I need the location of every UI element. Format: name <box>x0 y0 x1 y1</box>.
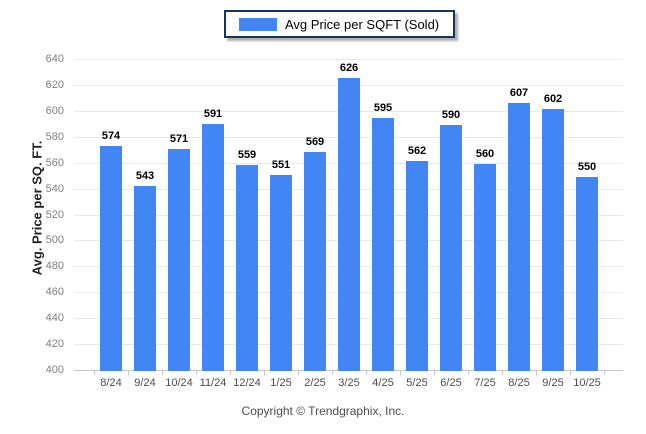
xtick-label-10/25: 10/25 <box>573 377 601 389</box>
bar-11/24 <box>202 123 224 371</box>
bar-slot-3/25: 626 <box>332 60 366 371</box>
x-axis-tick-1 <box>128 371 129 375</box>
xtick-label-12/24: 12/24 <box>233 377 261 389</box>
xtick-label-9/25: 9/25 <box>542 377 564 389</box>
bar-10/25 <box>576 176 598 371</box>
bar-8/25 <box>508 102 530 371</box>
bar-slot-1/25: 551 <box>264 60 298 371</box>
bar-value-label-12/24: 559 <box>237 148 257 161</box>
ytick-label-420: 420 <box>45 338 64 351</box>
x-axis-tick-9 <box>400 371 401 375</box>
bar-3/25 <box>338 78 360 371</box>
x-axis-tick-7 <box>332 371 333 375</box>
bar-value-label-8/25: 607 <box>509 86 529 99</box>
x-axis-tick-4 <box>230 371 231 375</box>
xtick-label-1/25: 1/25 <box>270 377 292 389</box>
bar-value-label-1/25: 551 <box>271 159 291 172</box>
bar-1/25 <box>270 175 292 371</box>
x-axis-tick-2 <box>162 371 163 375</box>
bar-value-label-2/25: 569 <box>305 136 325 149</box>
xtick-label-8/25: 8/25 <box>508 377 530 389</box>
xtick-label-8/24: 8/24 <box>100 377 122 389</box>
bar-slot-8/25: 607 <box>502 60 536 371</box>
bar-7/25 <box>474 163 496 371</box>
bar-10/24 <box>168 149 190 371</box>
bar-slot-11/24: 591 <box>196 60 230 371</box>
x-axis-tick-5 <box>264 371 265 375</box>
x-axis-tick-11 <box>468 371 469 375</box>
bar-9/25 <box>542 109 564 371</box>
legend-label: Avg Price per SQFT (Sold) <box>285 16 440 32</box>
copyright-text: Copyright © Trendgraphix, Inc. <box>241 404 405 418</box>
bar-5/25 <box>406 161 428 371</box>
ytick-label-500: 500 <box>45 234 64 247</box>
bar-slot-9/25: 602 <box>536 60 570 371</box>
bar-value-label-10/25: 550 <box>577 160 597 173</box>
bar-9/24 <box>134 185 156 371</box>
y-axis: 400 420 440 460 480 500 520 540 560 580 600 620 640 <box>0 54 64 376</box>
x-axis-tick-10 <box>434 371 435 375</box>
bar-slot-5/25: 562 <box>400 60 434 371</box>
ytick-label-580: 580 <box>45 130 64 143</box>
bar-slot-4/25: 595 <box>366 60 400 371</box>
bar-value-label-8/24: 574 <box>101 129 121 142</box>
ytick-label-440: 440 <box>45 312 64 325</box>
x-axis-tick-13 <box>536 371 537 375</box>
bar-slot-7/25: 560 <box>468 60 502 371</box>
bar-slot-10/25: 550 <box>570 60 604 371</box>
bar-slot-9/24: 543 <box>128 60 162 371</box>
xtick-label-2/25: 2/25 <box>304 377 326 389</box>
bar-slot-8/24: 574 <box>94 60 128 371</box>
x-axis-tick-8 <box>366 371 367 375</box>
bar-value-label-10/24: 571 <box>169 133 189 146</box>
bar-2/25 <box>304 152 326 371</box>
bar-slot-12/24: 559 <box>230 60 264 371</box>
gridline-640 <box>74 59 623 60</box>
xtick-label-10/24: 10/24 <box>165 377 193 389</box>
bar-slot-10/24: 571 <box>162 60 196 371</box>
ytick-label-540: 540 <box>45 182 64 195</box>
bar-value-label-9/25: 602 <box>543 93 563 106</box>
bar-value-label-3/25: 626 <box>339 62 359 75</box>
bar-6/25 <box>440 124 462 371</box>
xtick-label-5/25: 5/25 <box>406 377 428 389</box>
bar-value-label-4/25: 595 <box>373 102 393 115</box>
x-axis-tick-0 <box>94 371 95 375</box>
x-axis-tick-15 <box>604 371 605 375</box>
ytick-label-640: 640 <box>45 53 64 65</box>
bar-value-label-7/25: 560 <box>475 147 495 160</box>
legend: Avg Price per SQFT (Sold) <box>224 10 456 38</box>
x-axis-tick-3 <box>196 371 197 375</box>
xtick-label-6/25: 6/25 <box>440 377 462 389</box>
bar-12/24 <box>236 164 258 371</box>
bar-slot-2/25: 569 <box>298 60 332 371</box>
ytick-label-560: 560 <box>45 156 64 169</box>
x-axis-tick-14 <box>570 371 571 375</box>
bar-4/25 <box>372 118 394 371</box>
x-axis-labels: 8/24 9/24 10/24 11/24 12/24 1/25 2/25 3/25 4/25 5… <box>94 377 604 389</box>
bar-slot-6/25: 590 <box>434 60 468 371</box>
ytick-label-460: 460 <box>45 286 64 299</box>
xtick-label-4/25: 4/25 <box>372 377 394 389</box>
ytick-label-400: 400 <box>45 364 64 376</box>
bar-value-label-11/24: 591 <box>203 107 223 120</box>
xtick-label-9/24: 9/24 <box>134 377 156 389</box>
ytick-label-620: 620 <box>45 78 64 91</box>
xtick-label-11/24: 11/24 <box>199 377 227 389</box>
ytick-label-520: 520 <box>45 208 64 221</box>
ytick-label-480: 480 <box>45 260 64 273</box>
bar-value-label-6/25: 590 <box>441 108 461 121</box>
bar-value-label-5/25: 562 <box>407 145 427 158</box>
bar-8/24 <box>100 145 122 371</box>
xtick-label-7/25: 7/25 <box>474 377 496 389</box>
xtick-label-3/25: 3/25 <box>338 377 360 389</box>
bar-value-label-9/24: 543 <box>135 169 155 182</box>
legend-swatch-icon <box>239 17 277 31</box>
x-axis-tick-6 <box>298 371 299 375</box>
bars-container: 574 543 571 591 559 551 569 626 595 562 590 560 607 6… <box>94 60 604 371</box>
x-axis-tick-12 <box>502 371 503 375</box>
ytick-label-600: 600 <box>45 104 64 117</box>
